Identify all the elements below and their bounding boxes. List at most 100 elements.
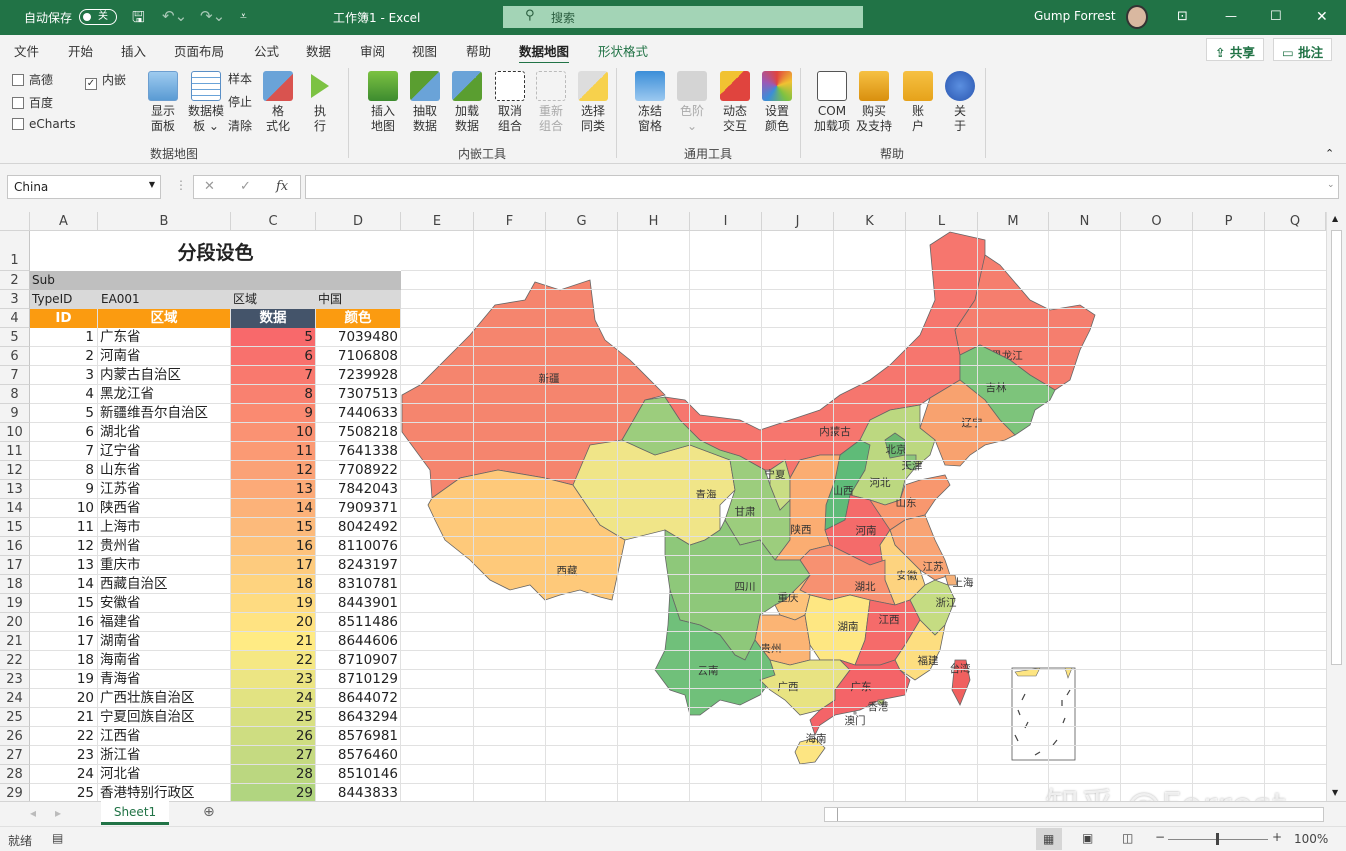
id-cell[interactable]: 19 bbox=[76, 671, 94, 687]
data-cell[interactable]: 15 bbox=[231, 518, 315, 536]
sample-button[interactable]: 样本 bbox=[228, 72, 253, 86]
collapse-ribbon-icon[interactable]: ⌃ bbox=[1325, 147, 1335, 160]
row-header[interactable]: 29 bbox=[0, 784, 30, 801]
data-cell[interactable]: 12 bbox=[231, 461, 315, 479]
region-cell[interactable]: 贵州省 bbox=[100, 538, 141, 554]
id-cell[interactable]: 18 bbox=[76, 652, 94, 668]
tab-1[interactable]: 开始 bbox=[68, 44, 94, 59]
purchase-support-button[interactable]: 购买 及支持 bbox=[854, 71, 894, 134]
region-cell[interactable]: 浙江省 bbox=[100, 747, 141, 763]
region-shape[interactable] bbox=[809, 659, 911, 737]
data-cell[interactable]: 24 bbox=[231, 689, 315, 707]
region-cell[interactable]: 上海市 bbox=[100, 519, 141, 535]
cancel-icon[interactable]: ✕ bbox=[204, 179, 215, 194]
id-cell[interactable]: 25 bbox=[76, 785, 94, 801]
color-cell[interactable]: 8511486 bbox=[337, 614, 398, 630]
column-header-Q[interactable]: Q bbox=[1265, 212, 1326, 231]
column-header-M[interactable]: M bbox=[978, 212, 1049, 231]
region-cell[interactable]: 西藏自治区 bbox=[100, 576, 168, 592]
data-cell[interactable]: 14 bbox=[231, 499, 315, 517]
checkbox-echarts[interactable]: eCharts bbox=[12, 117, 76, 131]
header-cell[interactable]: 数据 bbox=[231, 309, 315, 328]
row-header[interactable]: 11 bbox=[0, 442, 30, 461]
color-cell[interactable]: 7239928 bbox=[337, 367, 398, 383]
typeid-cell[interactable]: 区域 bbox=[233, 292, 258, 306]
row-header[interactable]: 25 bbox=[0, 708, 30, 727]
scroll-thumb[interactable] bbox=[837, 808, 1297, 821]
region-cell[interactable]: 河北省 bbox=[100, 766, 141, 782]
id-cell[interactable]: 3 bbox=[85, 367, 94, 383]
data-cell[interactable]: 26 bbox=[231, 727, 315, 745]
data-cell[interactable]: 11 bbox=[231, 442, 315, 460]
region-cell[interactable]: 新疆维吾尔自治区 bbox=[100, 405, 208, 421]
zoom-out-icon[interactable]: − bbox=[1155, 830, 1166, 844]
row-header[interactable]: 26 bbox=[0, 727, 30, 746]
set-color-button[interactable]: 设置 颜色 bbox=[757, 71, 797, 134]
row-header[interactable]: 5 bbox=[0, 328, 30, 347]
id-cell[interactable]: 14 bbox=[76, 576, 94, 592]
data-cell[interactable]: 28 bbox=[231, 765, 315, 783]
region-shape[interactable] bbox=[944, 574, 958, 586]
typeid-cell[interactable]: TypeID bbox=[32, 292, 73, 306]
data-cell[interactable]: 21 bbox=[231, 632, 315, 650]
map-region-22[interactable]: 重庆 bbox=[774, 574, 811, 621]
id-cell[interactable]: 21 bbox=[76, 709, 94, 725]
column-header-O[interactable]: O bbox=[1121, 212, 1193, 231]
map-region-10[interactable]: 天津 bbox=[902, 454, 923, 472]
id-cell[interactable]: 4 bbox=[85, 386, 94, 402]
id-cell[interactable]: 1 bbox=[85, 329, 94, 345]
scroll-down-icon[interactable]: ▼ bbox=[1332, 788, 1339, 797]
color-cell[interactable]: 8310781 bbox=[337, 576, 398, 592]
scroll-thumb[interactable] bbox=[1331, 230, 1342, 665]
map-region-30[interactable]: 海南 bbox=[794, 732, 827, 765]
row-header[interactable]: 4 bbox=[0, 309, 30, 328]
region-shape[interactable] bbox=[853, 711, 857, 715]
color-cell[interactable]: 8443901 bbox=[337, 595, 398, 611]
typeid-cell[interactable]: EA001 bbox=[101, 292, 140, 306]
row-header[interactable]: 18 bbox=[0, 575, 30, 594]
id-cell[interactable]: 10 bbox=[76, 500, 94, 516]
region-shape[interactable] bbox=[654, 589, 776, 716]
save-icon[interactable]: 🖫 bbox=[132, 8, 145, 26]
color-cell[interactable]: 8643294 bbox=[337, 709, 398, 725]
region-cell[interactable]: 湖南省 bbox=[100, 633, 141, 649]
formula-input[interactable] bbox=[305, 175, 1339, 199]
id-cell[interactable]: 16 bbox=[76, 614, 94, 630]
ribbon-display-icon[interactable]: ⊡ bbox=[1177, 9, 1188, 24]
map-region-18[interactable]: 上海 bbox=[944, 574, 974, 589]
sub-label-cell[interactable]: Sub bbox=[30, 271, 401, 290]
column-header-E[interactable]: E bbox=[401, 212, 474, 231]
freeze-panes-button[interactable]: 冻结 窗格 bbox=[630, 71, 670, 134]
worksheet-grid[interactable]: 新疆 西藏 青海 甘肃 内蒙古 黑龙江 吉林 辽宁 河北 北京 天津 山西 宁夏 陕西 河南 山东 江苏 安徽 上海… bbox=[0, 212, 1326, 801]
header-cell[interactable]: 区域 bbox=[98, 309, 230, 328]
column-header-F[interactable]: F bbox=[474, 212, 546, 231]
regroup-button[interactable]: 重新 组合 bbox=[531, 71, 571, 134]
row-header[interactable]: 10 bbox=[0, 423, 30, 442]
row-header[interactable]: 12 bbox=[0, 461, 30, 480]
column-header-G[interactable]: G bbox=[546, 212, 618, 231]
column-header-N[interactable]: N bbox=[1049, 212, 1121, 231]
row-header[interactable]: 8 bbox=[0, 385, 30, 404]
region-cell[interactable]: 黑龙江省 bbox=[100, 386, 154, 402]
data-cell[interactable]: 18 bbox=[231, 575, 315, 593]
color-cell[interactable]: 8644606 bbox=[337, 633, 398, 649]
color-cell[interactable]: 8710129 bbox=[337, 671, 398, 687]
row-header[interactable]: 19 bbox=[0, 594, 30, 613]
tab-5[interactable]: 数据 bbox=[306, 44, 332, 59]
column-header-H[interactable]: H bbox=[618, 212, 690, 231]
color-cell[interactable]: 8443833 bbox=[337, 785, 398, 801]
row-header[interactable]: 3 bbox=[0, 290, 30, 309]
map-region-33[interactable]: 澳门 bbox=[845, 711, 866, 727]
id-cell[interactable]: 9 bbox=[85, 481, 94, 497]
region-cell[interactable]: 内蒙古自治区 bbox=[100, 367, 181, 383]
checkbox-embedded[interactable]: ✓ 内嵌 bbox=[85, 71, 126, 90]
region-cell[interactable]: 安徽省 bbox=[100, 595, 141, 611]
add-sheet-icon[interactable]: ⊕ bbox=[203, 804, 215, 820]
tab-7[interactable]: 视图 bbox=[412, 44, 438, 59]
row-header[interactable]: 17 bbox=[0, 556, 30, 575]
tab-2[interactable]: 插入 bbox=[121, 44, 147, 59]
color-cell[interactable]: 7106808 bbox=[337, 348, 398, 364]
tab-0[interactable]: 文件 bbox=[14, 44, 40, 59]
zoom-level[interactable]: 100% bbox=[1294, 832, 1329, 846]
row-header[interactable]: 22 bbox=[0, 651, 30, 670]
